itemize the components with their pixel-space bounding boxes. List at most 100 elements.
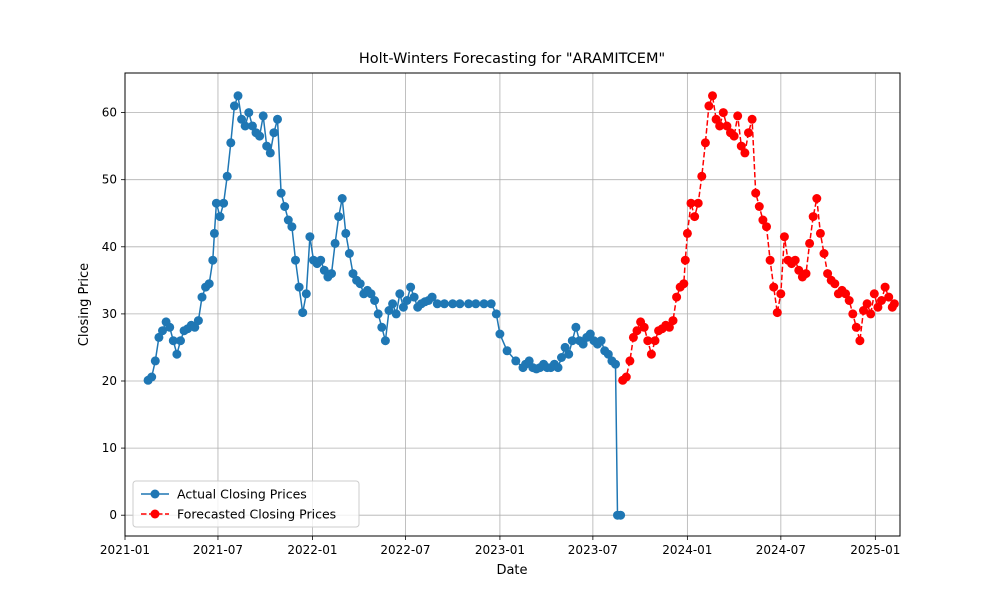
data-point [877,296,886,305]
data-point [643,336,653,346]
data-point [639,322,649,332]
data-point [388,299,398,309]
data-point [646,349,656,359]
data-point [722,121,732,131]
data-point [448,299,458,309]
x-tick-label: 2021-01 [100,543,150,557]
data-point [190,322,200,332]
data-point [193,316,203,326]
y-tick-label: 10 [102,441,117,455]
data-point [621,372,631,382]
data-point [172,349,182,359]
y-tick-label: 50 [102,173,117,187]
data-point [294,282,304,292]
plot-frame [124,72,901,537]
data-point [747,114,757,124]
data-point [772,308,782,318]
data-point [395,289,405,299]
data-point [603,349,613,359]
data-point [479,299,489,309]
data-point [844,296,854,305]
data-point [855,336,865,346]
data-point [455,299,465,309]
series-1 [618,91,899,385]
data-point [176,336,185,346]
series-0 [143,91,626,520]
data-point [848,309,858,319]
legend-marker [150,489,160,499]
data-point [805,238,815,248]
data-point [889,299,899,309]
data-point [255,131,265,141]
y-tick-label: 40 [102,240,117,254]
data-point [305,232,315,242]
data-point [247,121,257,131]
data-point [776,289,786,299]
data-point [571,322,581,332]
data-point [491,309,501,319]
data-point [668,316,678,326]
data-point [280,202,290,211]
x-tick-label: 2025-01 [850,543,900,557]
data-point [751,188,761,198]
data-point [616,510,626,520]
data-point [686,198,696,208]
x-tick-label: 2024-01 [662,543,712,557]
data-point [729,131,739,141]
data-point [471,299,481,309]
grid [124,73,900,536]
data-point [240,121,250,131]
data-point [819,249,829,258]
data-point [258,111,268,121]
legend-box [132,480,360,528]
data-point [815,228,825,238]
data-point [348,269,358,279]
data-point [316,255,326,265]
data-point [823,269,833,279]
data-point [704,101,714,111]
data-point [808,212,818,222]
data-point [611,359,620,369]
data-point [830,279,840,289]
series-layer [143,91,899,520]
data-point [693,198,703,208]
data-point [779,232,789,242]
data-point [502,346,512,356]
data-point [880,282,890,292]
data-point [758,215,768,225]
data-point [370,296,380,305]
series-line [622,95,896,381]
data-point [265,148,275,158]
data-point [209,228,219,238]
data-point [439,299,449,309]
data-point [276,188,286,198]
y-tick-label: 0 [109,508,117,522]
data-point [154,332,164,342]
data-point [708,91,717,101]
data-point [283,215,293,225]
data-point [664,322,674,332]
data-point [215,212,225,222]
y-tick-label: 30 [102,307,117,321]
data-point [650,336,660,346]
x-tick-label: 2023-07 [568,543,618,557]
data-point [334,212,344,222]
data-point [464,299,474,309]
data-point [391,309,401,319]
x-tick-label: 2023-01 [475,543,525,557]
data-point [524,356,534,366]
data-point [736,141,746,151]
data-point [366,289,376,299]
data-point [344,249,354,258]
data-point [740,148,750,158]
data-point [211,198,221,208]
data-point [700,138,710,148]
data-point [744,128,753,138]
data-point [158,326,167,336]
data-point [341,228,351,238]
chart-title: Holt-Winters Forecasting for "ARAMITCEM" [359,51,665,67]
data-point [150,356,160,366]
data-point [355,279,365,289]
data-point [432,299,442,309]
data-point [578,339,588,349]
